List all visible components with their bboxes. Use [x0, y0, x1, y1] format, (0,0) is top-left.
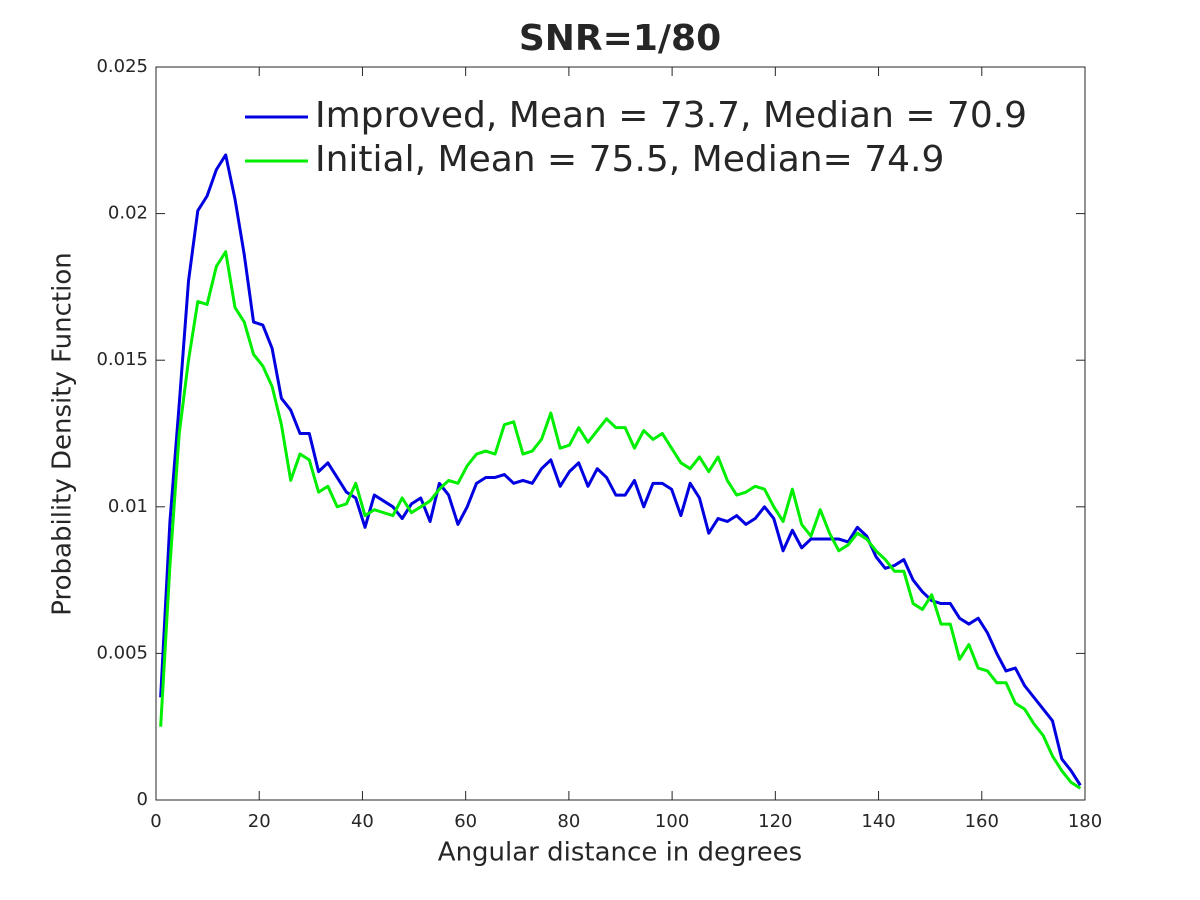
x-tick-label: 120 — [758, 811, 792, 832]
y-tick-label: 0.02 — [108, 203, 148, 224]
y-tick-label: 0.025 — [96, 56, 148, 77]
x-tick-label: 180 — [1068, 811, 1102, 832]
legend-label: Initial, Mean = 75.5, Median= 74.9 — [315, 139, 944, 180]
y-tick-label: 0 — [137, 789, 148, 810]
plot-frame — [155, 66, 1086, 801]
y-tick-label: 0.005 — [96, 642, 148, 663]
chart-title: SNR=1/80 — [519, 18, 721, 59]
legend-label: Improved, Mean = 73.7, Median = 70.9 — [315, 95, 1027, 136]
y-axis-label: Probability Density Function — [48, 252, 78, 615]
x-tick-label: 140 — [861, 811, 895, 832]
x-tick-label: 60 — [454, 811, 477, 832]
data-line — [159, 250, 1082, 790]
x-axis-label: Angular distance in degrees — [438, 838, 802, 868]
x-tick-label: 160 — [965, 811, 999, 832]
x-tick-label: 40 — [351, 811, 374, 832]
x-tick-label: 0 — [150, 811, 161, 832]
y-tick-label: 0.015 — [96, 349, 148, 370]
x-tick-label: 80 — [557, 811, 580, 832]
y-tick-label: 0.01 — [108, 496, 148, 517]
x-tick-label: 100 — [655, 811, 689, 832]
data-line — [159, 153, 1082, 787]
x-tick-label: 20 — [248, 811, 271, 832]
